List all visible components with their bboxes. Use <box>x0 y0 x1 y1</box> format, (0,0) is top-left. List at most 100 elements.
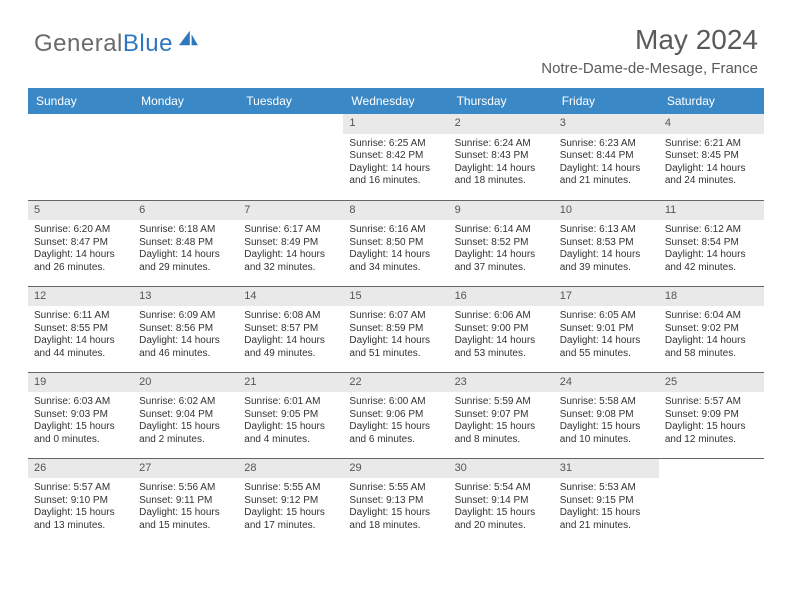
day-info-line: Sunset: 9:05 PM <box>244 409 337 422</box>
day-info-line: and 18 minutes. <box>349 520 442 533</box>
day-info-line: Sunrise: 6:08 AM <box>244 310 337 323</box>
day-info-line: Sunrise: 5:58 AM <box>560 396 653 409</box>
day-info-line: Sunrise: 5:56 AM <box>139 482 232 495</box>
day-info-line: Daylight: 14 hours <box>349 335 442 348</box>
calendar-day-cell <box>238 114 343 200</box>
calendar-day-cell: 12Sunrise: 6:11 AMSunset: 8:55 PMDayligh… <box>28 286 133 372</box>
day-info-line: and 29 minutes. <box>139 262 232 275</box>
weekday-header: Tuesday <box>238 88 343 114</box>
day-info-line: Sunrise: 6:02 AM <box>139 396 232 409</box>
calendar-day-cell <box>659 458 764 544</box>
day-number: 19 <box>28 373 133 393</box>
day-info-line: Daylight: 15 hours <box>244 421 337 434</box>
day-info-line: Sunset: 8:59 PM <box>349 323 442 336</box>
day-number: 23 <box>449 373 554 393</box>
day-info-line: Sunset: 8:50 PM <box>349 237 442 250</box>
day-info-line: Daylight: 15 hours <box>139 507 232 520</box>
day-number: 18 <box>659 287 764 307</box>
calendar-day-cell: 21Sunrise: 6:01 AMSunset: 9:05 PMDayligh… <box>238 372 343 458</box>
day-info-line: and 24 minutes. <box>665 175 758 188</box>
day-info-line: Sunrise: 6:13 AM <box>560 224 653 237</box>
day-info-line: Sunrise: 6:05 AM <box>560 310 653 323</box>
day-info-line: and 21 minutes. <box>560 520 653 533</box>
day-info-line: and 16 minutes. <box>349 175 442 188</box>
day-info-line: Daylight: 15 hours <box>455 421 548 434</box>
calendar-day-cell: 18Sunrise: 6:04 AMSunset: 9:02 PMDayligh… <box>659 286 764 372</box>
day-info-line: Daylight: 14 hours <box>560 335 653 348</box>
day-info-line: Sunset: 9:06 PM <box>349 409 442 422</box>
day-number: 27 <box>133 459 238 479</box>
calendar-day-cell: 24Sunrise: 5:58 AMSunset: 9:08 PMDayligh… <box>554 372 659 458</box>
calendar-day-cell: 30Sunrise: 5:54 AMSunset: 9:14 PMDayligh… <box>449 458 554 544</box>
calendar-day-cell: 25Sunrise: 5:57 AMSunset: 9:09 PMDayligh… <box>659 372 764 458</box>
day-info-line: Daylight: 15 hours <box>455 507 548 520</box>
calendar-day-cell: 14Sunrise: 6:08 AMSunset: 8:57 PMDayligh… <box>238 286 343 372</box>
day-info-line: Sunrise: 6:07 AM <box>349 310 442 323</box>
day-info-line: and 6 minutes. <box>349 434 442 447</box>
day-info-line: and 4 minutes. <box>244 434 337 447</box>
day-info-line: Sunset: 9:10 PM <box>34 495 127 508</box>
day-info-line: and 8 minutes. <box>455 434 548 447</box>
day-info-line: Sunrise: 5:55 AM <box>244 482 337 495</box>
day-info-line: Sunrise: 6:11 AM <box>34 310 127 323</box>
day-info-line: Daylight: 15 hours <box>34 507 127 520</box>
brand-part1: General <box>34 30 123 57</box>
day-info-line: Sunrise: 6:04 AM <box>665 310 758 323</box>
day-info-line: Sunrise: 6:16 AM <box>349 224 442 237</box>
day-info-line: Sunrise: 6:00 AM <box>349 396 442 409</box>
calendar-day-cell: 29Sunrise: 5:55 AMSunset: 9:13 PMDayligh… <box>343 458 448 544</box>
calendar-day-cell: 4Sunrise: 6:21 AMSunset: 8:45 PMDaylight… <box>659 114 764 200</box>
day-info-line: Daylight: 14 hours <box>560 249 653 262</box>
day-info-line: and 0 minutes. <box>34 434 127 447</box>
day-info-line: and 26 minutes. <box>34 262 127 275</box>
day-info-line: Daylight: 14 hours <box>455 163 548 176</box>
day-number: 3 <box>554 114 659 134</box>
weekday-header-row: Sunday Monday Tuesday Wednesday Thursday… <box>28 88 764 114</box>
day-info-line: Sunset: 8:57 PM <box>244 323 337 336</box>
day-info-line: Daylight: 15 hours <box>560 507 653 520</box>
weekday-header: Wednesday <box>343 88 448 114</box>
calendar-day-cell: 22Sunrise: 6:00 AMSunset: 9:06 PMDayligh… <box>343 372 448 458</box>
day-number: 10 <box>554 201 659 221</box>
day-info-line: Sunset: 8:43 PM <box>455 150 548 163</box>
day-info-line: Daylight: 15 hours <box>665 421 758 434</box>
calendar-day-cell: 10Sunrise: 6:13 AMSunset: 8:53 PMDayligh… <box>554 200 659 286</box>
day-info-line: Sunrise: 6:20 AM <box>34 224 127 237</box>
day-info-line: and 17 minutes. <box>244 520 337 533</box>
page-subtitle: Notre-Dame-de-Mesage, France <box>541 60 758 77</box>
day-info-line: and 58 minutes. <box>665 348 758 361</box>
day-info-line: and 37 minutes. <box>455 262 548 275</box>
day-info-line: Daylight: 14 hours <box>139 335 232 348</box>
day-info-line: Sunset: 8:52 PM <box>455 237 548 250</box>
weekday-header: Thursday <box>449 88 554 114</box>
day-info-line: Sunset: 8:48 PM <box>139 237 232 250</box>
day-info-line: Sunset: 9:00 PM <box>455 323 548 336</box>
day-info-line: Sunrise: 6:17 AM <box>244 224 337 237</box>
day-info-line: Sunset: 9:09 PM <box>665 409 758 422</box>
day-number: 17 <box>554 287 659 307</box>
day-info-line: Sunset: 9:07 PM <box>455 409 548 422</box>
day-number: 2 <box>449 114 554 134</box>
calendar-page: GeneralBlue May 2024 Notre-Dame-de-Mesag… <box>0 0 792 564</box>
brand-sail-icon <box>177 29 199 47</box>
day-info-line: Sunset: 8:55 PM <box>34 323 127 336</box>
day-info-line: Daylight: 14 hours <box>34 249 127 262</box>
weekday-header: Saturday <box>659 88 764 114</box>
day-number: 5 <box>28 201 133 221</box>
calendar-day-cell: 5 Sunrise: 6:20 AMSunset: 8:47 PMDaylight… <box>28 200 133 286</box>
calendar-day-cell: 8Sunrise: 6:16 AMSunset: 8:50 PMDaylight… <box>343 200 448 286</box>
day-info-line: Daylight: 15 hours <box>244 507 337 520</box>
day-info-line: Sunset: 9:02 PM <box>665 323 758 336</box>
day-number: 14 <box>238 287 343 307</box>
day-info-line: and 18 minutes. <box>455 175 548 188</box>
day-info-line: and 10 minutes. <box>560 434 653 447</box>
day-info-line: Sunset: 8:47 PM <box>34 237 127 250</box>
day-info-line: and 15 minutes. <box>139 520 232 533</box>
day-number: 6 <box>133 201 238 221</box>
day-info-line: and 39 minutes. <box>560 262 653 275</box>
day-info-line: Sunrise: 6:23 AM <box>560 138 653 151</box>
day-number: 4 <box>659 114 764 134</box>
day-info-line: Sunrise: 6:18 AM <box>139 224 232 237</box>
day-info-line: and 20 minutes. <box>455 520 548 533</box>
day-info-line: and 44 minutes. <box>34 348 127 361</box>
